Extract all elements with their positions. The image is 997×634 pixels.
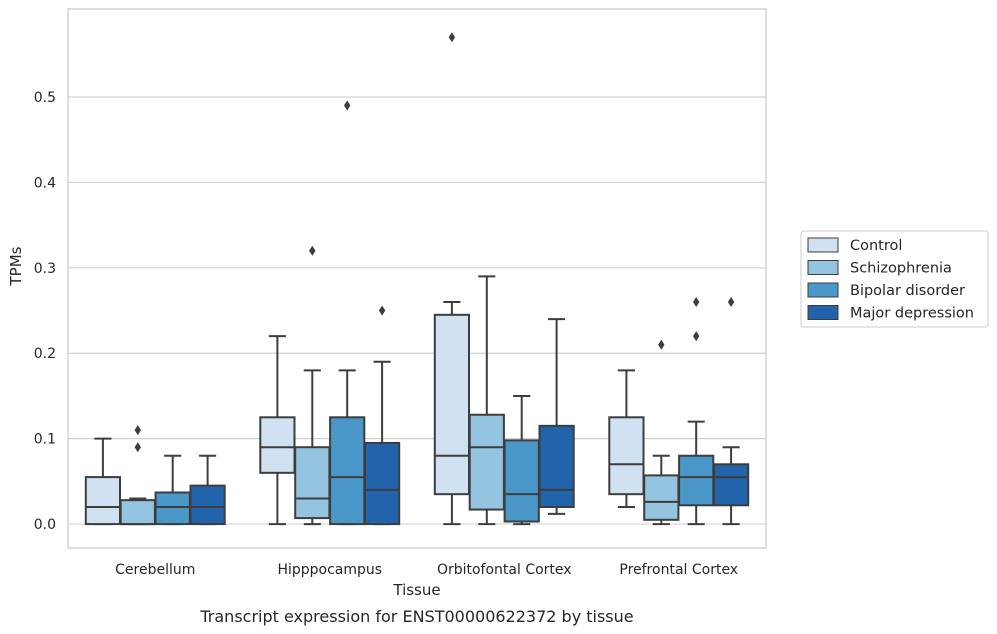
- y-tick-label: 0.4: [34, 175, 56, 191]
- box-schizophrenia: [119, 425, 156, 526]
- iqr-box: [329, 416, 366, 526]
- legend-swatch: [807, 237, 839, 253]
- legend: Control Schizophrenia Bipolar disorder Majo…: [800, 230, 989, 328]
- box-schizophrenia: [468, 275, 505, 526]
- box-series-group: [84, 32, 750, 526]
- box-major-depression: [538, 318, 575, 515]
- legend-swatch: [807, 282, 839, 298]
- box-bipolar-disorder: [329, 100, 366, 526]
- box-control: [433, 32, 471, 526]
- iqr-box: [712, 463, 750, 507]
- iqr-box: [189, 484, 226, 526]
- x-tick-labels: Cerebellum Hipppocampus Orbitofontal Corte…: [115, 562, 738, 578]
- box-bipolar-disorder: [678, 296, 715, 526]
- legend-swatch: [807, 260, 839, 275]
- outlier-marker: [309, 245, 316, 256]
- outlier-marker: [693, 331, 700, 342]
- legend-label: Major depression: [850, 306, 974, 322]
- outlier-marker: [134, 425, 141, 436]
- y-axis-label: TPMs: [7, 246, 25, 286]
- iqr-box: [363, 441, 401, 526]
- legend-label: Schizophrenia: [850, 261, 952, 277]
- box-control: [608, 369, 645, 508]
- legend-frame: [800, 230, 989, 328]
- box-schizophrenia: [643, 339, 680, 526]
- iqr-box: [84, 476, 122, 526]
- iqr-box: [643, 474, 680, 521]
- box-schizophrenia: [294, 245, 331, 526]
- legend-swatch: [807, 305, 839, 320]
- x-axis-label: Tissue: [392, 581, 440, 599]
- y-tick-label: 0.2: [34, 346, 56, 362]
- iqr-box: [538, 424, 575, 508]
- y-tick-label: 0.1: [34, 432, 56, 448]
- outlier-marker: [658, 339, 665, 350]
- x-tick-label: Hipppocampus: [277, 562, 382, 578]
- box-bipolar-disorder: [503, 394, 540, 526]
- iqr-box: [468, 413, 505, 511]
- x-tick-label: Cerebellum: [115, 562, 195, 578]
- box-major-depression: [189, 454, 226, 526]
- iqr-box: [119, 499, 156, 526]
- outlier-marker: [727, 296, 735, 307]
- box-bipolar-disorder: [154, 454, 191, 526]
- iqr-box: [433, 313, 471, 496]
- outlier-marker: [134, 442, 141, 453]
- gridlines: [68, 96, 766, 525]
- chart-caption: Transcript expression for ENST0000062237…: [199, 607, 633, 626]
- outlier-marker: [448, 32, 456, 43]
- box-major-depression: [363, 305, 401, 526]
- x-tick-label: Prefrontal Cortex: [619, 562, 738, 578]
- box-major-depression: [712, 296, 750, 526]
- iqr-box: [678, 454, 715, 507]
- box-control: [84, 437, 122, 526]
- iqr-box: [608, 416, 645, 496]
- y-tick-labels: 0.0 0.1 0.2 0.3 0.4 0.5: [34, 90, 56, 533]
- iqr-box: [259, 416, 296, 474]
- iqr-box: [503, 439, 540, 523]
- outlier-marker: [378, 305, 386, 316]
- iqr-box: [154, 491, 191, 526]
- y-tick-label: 0.0: [34, 517, 56, 533]
- outlier-marker: [344, 100, 351, 111]
- iqr-box: [294, 446, 331, 520]
- box-control: [259, 335, 296, 526]
- y-tick-label: 0.5: [34, 90, 56, 106]
- y-tick-label: 0.3: [34, 261, 56, 277]
- x-tick-label: Orbitofontal Cortex: [437, 562, 572, 578]
- plot-frame: [67, 8, 767, 549]
- legend-label: Bipolar disorder: [850, 283, 965, 299]
- legend-label: Control: [850, 238, 902, 254]
- outlier-marker: [693, 296, 700, 307]
